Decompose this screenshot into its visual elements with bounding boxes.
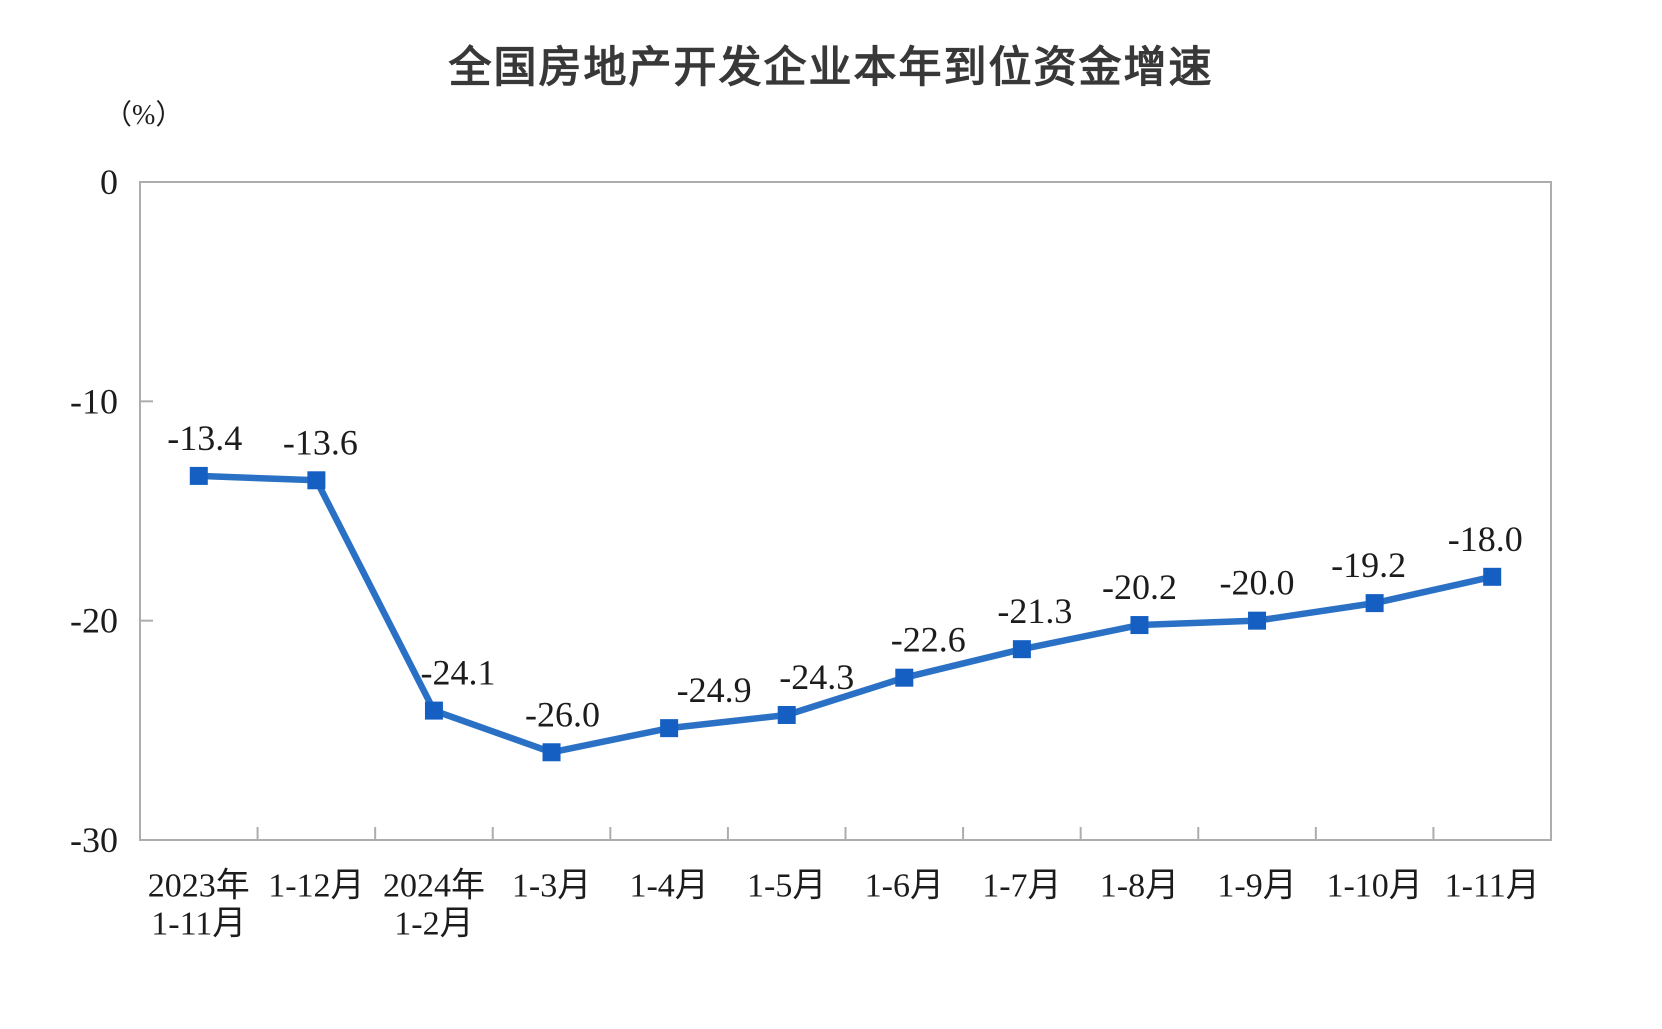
- data-point-marker: [1483, 567, 1502, 586]
- x-tick-label: 1-6月: [865, 868, 944, 905]
- data-point-label: -20.0: [1220, 563, 1295, 603]
- data-point-label: -24.1: [420, 653, 495, 693]
- x-tick-label: 1-8月: [1100, 868, 1179, 905]
- data-point-label: -24.3: [779, 657, 854, 697]
- data-point-marker: [1248, 611, 1267, 630]
- data-point-marker: [1130, 616, 1149, 635]
- y-tick-label: -10: [70, 381, 118, 421]
- data-point-marker: [189, 466, 208, 485]
- data-point-label: -20.2: [1102, 567, 1177, 607]
- data-point-label: -24.9: [677, 670, 752, 710]
- data-point-label: -18.0: [1448, 519, 1523, 559]
- x-tick-label: 1-7月: [982, 868, 1061, 905]
- data-point-label: -13.6: [283, 422, 358, 462]
- y-tick-label: -20: [70, 601, 118, 641]
- x-tick-label: 2023年 1-11月: [148, 867, 250, 943]
- data-point-marker: [542, 743, 561, 762]
- x-tick-label: 1-11月: [1445, 868, 1540, 905]
- data-point-marker: [1012, 640, 1031, 659]
- data-point-marker: [307, 471, 326, 490]
- data-point-label: -19.2: [1331, 545, 1406, 585]
- data-point-marker: [1365, 594, 1384, 613]
- y-axis-unit-label: （%）: [104, 100, 184, 131]
- x-tick-label: 1-9月: [1217, 868, 1296, 905]
- x-tick-label: 2024年 1-2月: [383, 867, 485, 943]
- data-point-marker: [424, 701, 443, 720]
- y-tick-label: 0: [100, 162, 118, 202]
- data-line: [195, 472, 1496, 756]
- x-tick-label: 1-12月: [268, 868, 364, 905]
- chart-title: 全国房地产开发企业本年到位资金增速: [448, 44, 1214, 92]
- data-point-marker: [895, 668, 914, 687]
- data-point-label: -22.6: [891, 620, 966, 660]
- x-tick-label: 1-3月: [512, 868, 591, 905]
- data-point-marker: [777, 705, 796, 724]
- x-tick-label: 1-4月: [629, 868, 708, 905]
- data-point-marker: [660, 719, 679, 738]
- data-point-label: -13.4: [167, 418, 242, 458]
- x-tick-label: 1-10月: [1326, 868, 1422, 905]
- data-point-label: -21.3: [997, 591, 1072, 631]
- plot-border: [139, 181, 1552, 841]
- x-tick-label: 1-5月: [747, 868, 826, 905]
- data-point-label: -26.0: [525, 694, 600, 734]
- y-tick-label: -30: [70, 820, 118, 860]
